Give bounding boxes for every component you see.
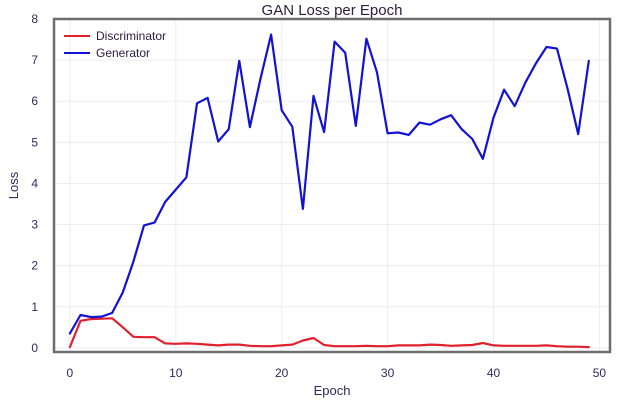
legend-entry-generator: Generator xyxy=(64,46,150,60)
x-axis-label: Epoch xyxy=(314,383,351,398)
y-tick-label: 7 xyxy=(31,53,38,67)
tick-layer: 0 10 20 30 40 50 0 1 2 3 4 5 6 7 8 xyxy=(31,12,606,380)
x-tick-label: 40 xyxy=(487,366,501,380)
x-tick-label: 10 xyxy=(169,366,183,380)
y-tick-label: 0 xyxy=(31,341,38,355)
chart-title: GAN Loss per Epoch xyxy=(262,2,403,19)
y-tick-label: 1 xyxy=(31,300,38,314)
y-tick-label: 8 xyxy=(31,12,38,26)
y-tick-label: 3 xyxy=(31,218,38,232)
series-line-discriminator xyxy=(68,317,590,349)
legend: Discriminator Generator xyxy=(64,29,166,60)
y-tick-label: 2 xyxy=(31,259,38,273)
plot-frame xyxy=(52,17,612,354)
x-tick-label: 0 xyxy=(67,366,74,380)
series-line-generator xyxy=(68,33,590,335)
x-tick-label: 50 xyxy=(593,366,607,380)
y-axis-label: Loss xyxy=(6,171,21,199)
x-tick-label: 30 xyxy=(381,366,395,380)
y-tick-label: 4 xyxy=(31,176,38,190)
x-tick-label: 20 xyxy=(275,366,289,380)
y-tick-label: 5 xyxy=(31,135,38,149)
series-layer xyxy=(68,33,590,349)
legend-label: Generator xyxy=(96,46,150,60)
legend-label: Discriminator xyxy=(96,29,166,43)
legend-entry-discriminator: Discriminator xyxy=(64,29,166,43)
y-tick-label: 6 xyxy=(31,94,38,108)
